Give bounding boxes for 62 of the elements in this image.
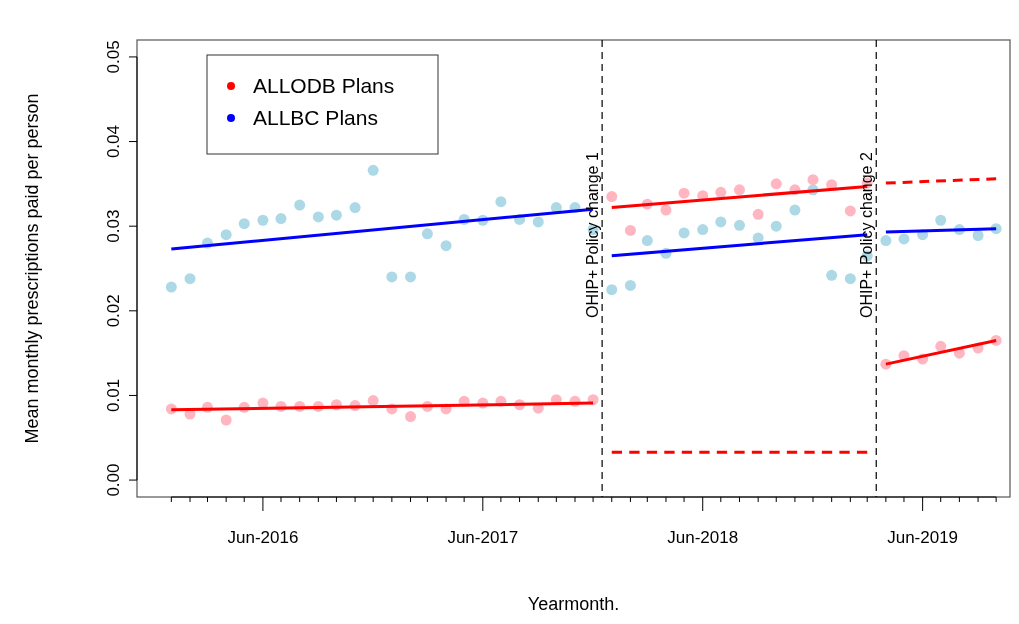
y-tick-label: 0.02: [104, 294, 123, 328]
point: [733, 219, 745, 231]
ref-line-label: OHIP+ Policy change 1: [584, 152, 602, 318]
point: [238, 218, 250, 230]
point: [844, 273, 856, 285]
x-tick-label: Jun-2019: [887, 528, 959, 547]
point: [733, 184, 745, 196]
point: [826, 269, 838, 281]
legend-label: ALLBC Plans: [253, 106, 378, 129]
x-axis-title: Yearmonth.: [527, 594, 620, 614]
point: [294, 199, 306, 211]
point: [275, 213, 287, 225]
point: [606, 284, 618, 296]
point: [678, 187, 690, 199]
point: [405, 271, 417, 283]
point: [624, 224, 636, 236]
point: [165, 281, 177, 293]
point: [770, 220, 782, 232]
point: [752, 208, 764, 220]
point: [405, 411, 417, 423]
y-tick-label: 0.05: [104, 40, 123, 74]
point: [715, 186, 727, 198]
x-tick-label: Jun-2016: [227, 528, 299, 547]
point: [844, 205, 856, 217]
point: [697, 224, 709, 236]
point: [367, 395, 379, 407]
y-axis-title: Mean monthly prescriptions paid per person: [22, 93, 42, 444]
ref-line-label: OHIP+ Policy change 2: [858, 152, 876, 318]
point: [898, 233, 910, 245]
point: [880, 235, 892, 247]
y-tick-label: 0.04: [104, 125, 123, 159]
point: [440, 240, 452, 252]
y-tick-label: 0.01: [104, 378, 123, 412]
point: [532, 216, 544, 228]
point: [641, 235, 653, 247]
point: [349, 202, 361, 214]
point: [220, 229, 232, 241]
point: [312, 211, 324, 223]
point: [715, 216, 727, 228]
y-tick-label: 0.00: [104, 463, 123, 497]
point: [367, 164, 379, 176]
point: [184, 273, 196, 285]
point: [386, 271, 398, 283]
legend-label: ALLODB Plans: [253, 74, 395, 97]
y-tick-label: 0.03: [104, 209, 123, 243]
point: [624, 279, 636, 291]
point: [935, 340, 947, 352]
point: [972, 229, 984, 241]
point: [257, 214, 269, 226]
point: [220, 414, 232, 426]
point: [421, 228, 433, 240]
point: [606, 191, 618, 203]
point: [789, 204, 801, 216]
point: [770, 178, 782, 190]
point: [807, 174, 819, 186]
point: [495, 196, 507, 208]
point: [678, 227, 690, 239]
point: [660, 204, 672, 216]
x-tick-label: Jun-2017: [447, 528, 519, 547]
point: [330, 209, 342, 221]
x-tick-label: Jun-2018: [667, 528, 739, 547]
point: [935, 214, 947, 226]
